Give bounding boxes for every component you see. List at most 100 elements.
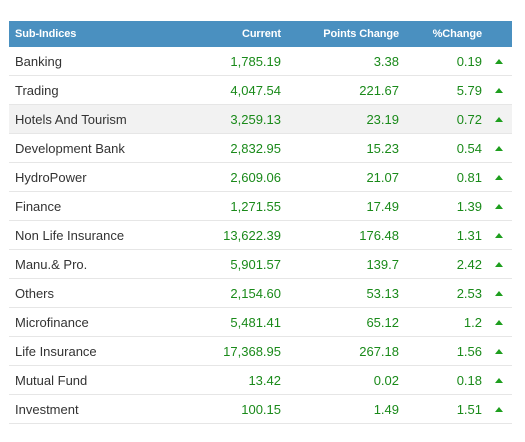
points-change-value: 15.23: [281, 133, 399, 163]
sub-index-name: Trading: [9, 75, 189, 105]
up-arrow-icon: [495, 59, 503, 65]
sub-index-name: Investment: [9, 394, 189, 424]
trend-cell: [482, 220, 512, 250]
pct-change-value: 0.72: [399, 104, 482, 134]
up-arrow-icon: [495, 291, 503, 297]
up-arrow-icon: [495, 378, 503, 384]
pct-change-value: 0.19: [399, 47, 482, 76]
trend-cell: [482, 307, 512, 337]
header-current[interactable]: Current: [189, 21, 281, 47]
points-change-value: 0.02: [281, 365, 399, 395]
header-sub-indices[interactable]: Sub-Indices: [9, 21, 189, 47]
up-arrow-icon: [495, 88, 503, 94]
pct-change-value: 1.2: [399, 307, 482, 337]
trend-cell: [482, 75, 512, 105]
table-row[interactable]: Hotels And Tourism 3,259.13 23.19 0.72: [9, 104, 512, 134]
sub-index-name: Banking: [9, 47, 189, 76]
table-row[interactable]: Microfinance 5,481.41 65.12 1.2: [9, 307, 512, 337]
trend-cell: [482, 394, 512, 424]
table-row[interactable]: Investment 100.15 1.49 1.51: [9, 394, 512, 424]
header-trend: [482, 21, 512, 47]
current-value: 13.42: [189, 365, 281, 395]
sub-index-name: Development Bank: [9, 133, 189, 163]
trend-cell: [482, 336, 512, 366]
sub-index-name: Mutual Fund: [9, 365, 189, 395]
points-change-value: 17.49: [281, 191, 399, 221]
sub-index-name: Life Insurance: [9, 336, 189, 366]
header-pct-change[interactable]: %Change: [399, 21, 482, 47]
points-change-value: 176.48: [281, 220, 399, 250]
current-value: 5,481.41: [189, 307, 281, 337]
current-value: 17,368.95: [189, 336, 281, 366]
sub-index-name: Hotels And Tourism: [9, 104, 189, 134]
table-body: Banking 1,785.19 3.38 0.19 Trading 4,047.54 22…: [9, 47, 512, 424]
points-change-value: 221.67: [281, 75, 399, 105]
up-arrow-icon: [495, 204, 503, 210]
up-arrow-icon: [495, 407, 503, 413]
up-arrow-icon: [495, 320, 503, 326]
pct-change-value: 2.53: [399, 278, 482, 308]
table-row[interactable]: Mutual Fund 13.42 0.02 0.18: [9, 365, 512, 395]
points-change-value: 139.7: [281, 249, 399, 279]
sub-index-name: Others: [9, 278, 189, 308]
table-row[interactable]: Others 2,154.60 53.13 2.53: [9, 278, 512, 308]
points-change-value: 53.13: [281, 278, 399, 308]
sub-index-name: Manu.& Pro.: [9, 249, 189, 279]
pct-change-value: 1.39: [399, 191, 482, 221]
trend-cell: [482, 133, 512, 163]
table-row[interactable]: Life Insurance 17,368.95 267.18 1.56: [9, 336, 512, 366]
up-arrow-icon: [495, 262, 503, 268]
trend-cell: [482, 162, 512, 192]
current-value: 3,259.13: [189, 104, 281, 134]
sub-index-name: HydroPower: [9, 162, 189, 192]
table-row[interactable]: Development Bank 2,832.95 15.23 0.54: [9, 133, 512, 163]
table-row[interactable]: Trading 4,047.54 221.67 5.79: [9, 75, 512, 105]
sub-index-name: Finance: [9, 191, 189, 221]
pct-change-value: 0.54: [399, 133, 482, 163]
current-value: 2,609.06: [189, 162, 281, 192]
table-row[interactable]: Banking 1,785.19 3.38 0.19: [9, 47, 512, 76]
up-arrow-icon: [495, 233, 503, 239]
header-row: Sub-Indices Current Points Change %Chang…: [9, 21, 512, 47]
trend-cell: [482, 278, 512, 308]
current-value: 2,832.95: [189, 133, 281, 163]
pct-change-value: 5.79: [399, 75, 482, 105]
table-row[interactable]: Non Life Insurance 13,622.39 176.48 1.31: [9, 220, 512, 250]
trend-cell: [482, 104, 512, 134]
points-change-value: 21.07: [281, 162, 399, 192]
trend-cell: [482, 191, 512, 221]
current-value: 1,785.19: [189, 47, 281, 76]
points-change-value: 23.19: [281, 104, 399, 134]
up-arrow-icon: [495, 175, 503, 181]
pct-change-value: 1.31: [399, 220, 482, 250]
current-value: 13,622.39: [189, 220, 281, 250]
table-row[interactable]: Finance 1,271.55 17.49 1.39: [9, 191, 512, 221]
header-points-change[interactable]: Points Change: [281, 21, 399, 47]
current-value: 100.15: [189, 394, 281, 424]
up-arrow-icon: [495, 117, 503, 123]
points-change-value: 1.49: [281, 394, 399, 424]
points-change-value: 267.18: [281, 336, 399, 366]
table-row[interactable]: HydroPower 2,609.06 21.07 0.81: [9, 162, 512, 192]
trend-cell: [482, 249, 512, 279]
current-value: 1,271.55: [189, 191, 281, 221]
sub-indices-table: Sub-Indices Current Points Change %Chang…: [9, 21, 512, 424]
points-change-value: 3.38: [281, 47, 399, 76]
trend-cell: [482, 47, 512, 76]
pct-change-value: 2.42: [399, 249, 482, 279]
pct-change-value: 1.56: [399, 336, 482, 366]
points-change-value: 65.12: [281, 307, 399, 337]
current-value: 5,901.57: [189, 249, 281, 279]
pct-change-value: 0.18: [399, 365, 482, 395]
sub-index-name: Non Life Insurance: [9, 220, 189, 250]
up-arrow-icon: [495, 349, 503, 355]
trend-cell: [482, 365, 512, 395]
up-arrow-icon: [495, 146, 503, 152]
current-value: 4,047.54: [189, 75, 281, 105]
sub-indices-panel: Sub-Indices Current Points Change %Chang…: [9, 21, 512, 424]
pct-change-value: 0.81: [399, 162, 482, 192]
table-header: Sub-Indices Current Points Change %Chang…: [9, 21, 512, 47]
sub-index-name: Microfinance: [9, 307, 189, 337]
current-value: 2,154.60: [189, 278, 281, 308]
table-row[interactable]: Manu.& Pro. 5,901.57 139.7 2.42: [9, 249, 512, 279]
